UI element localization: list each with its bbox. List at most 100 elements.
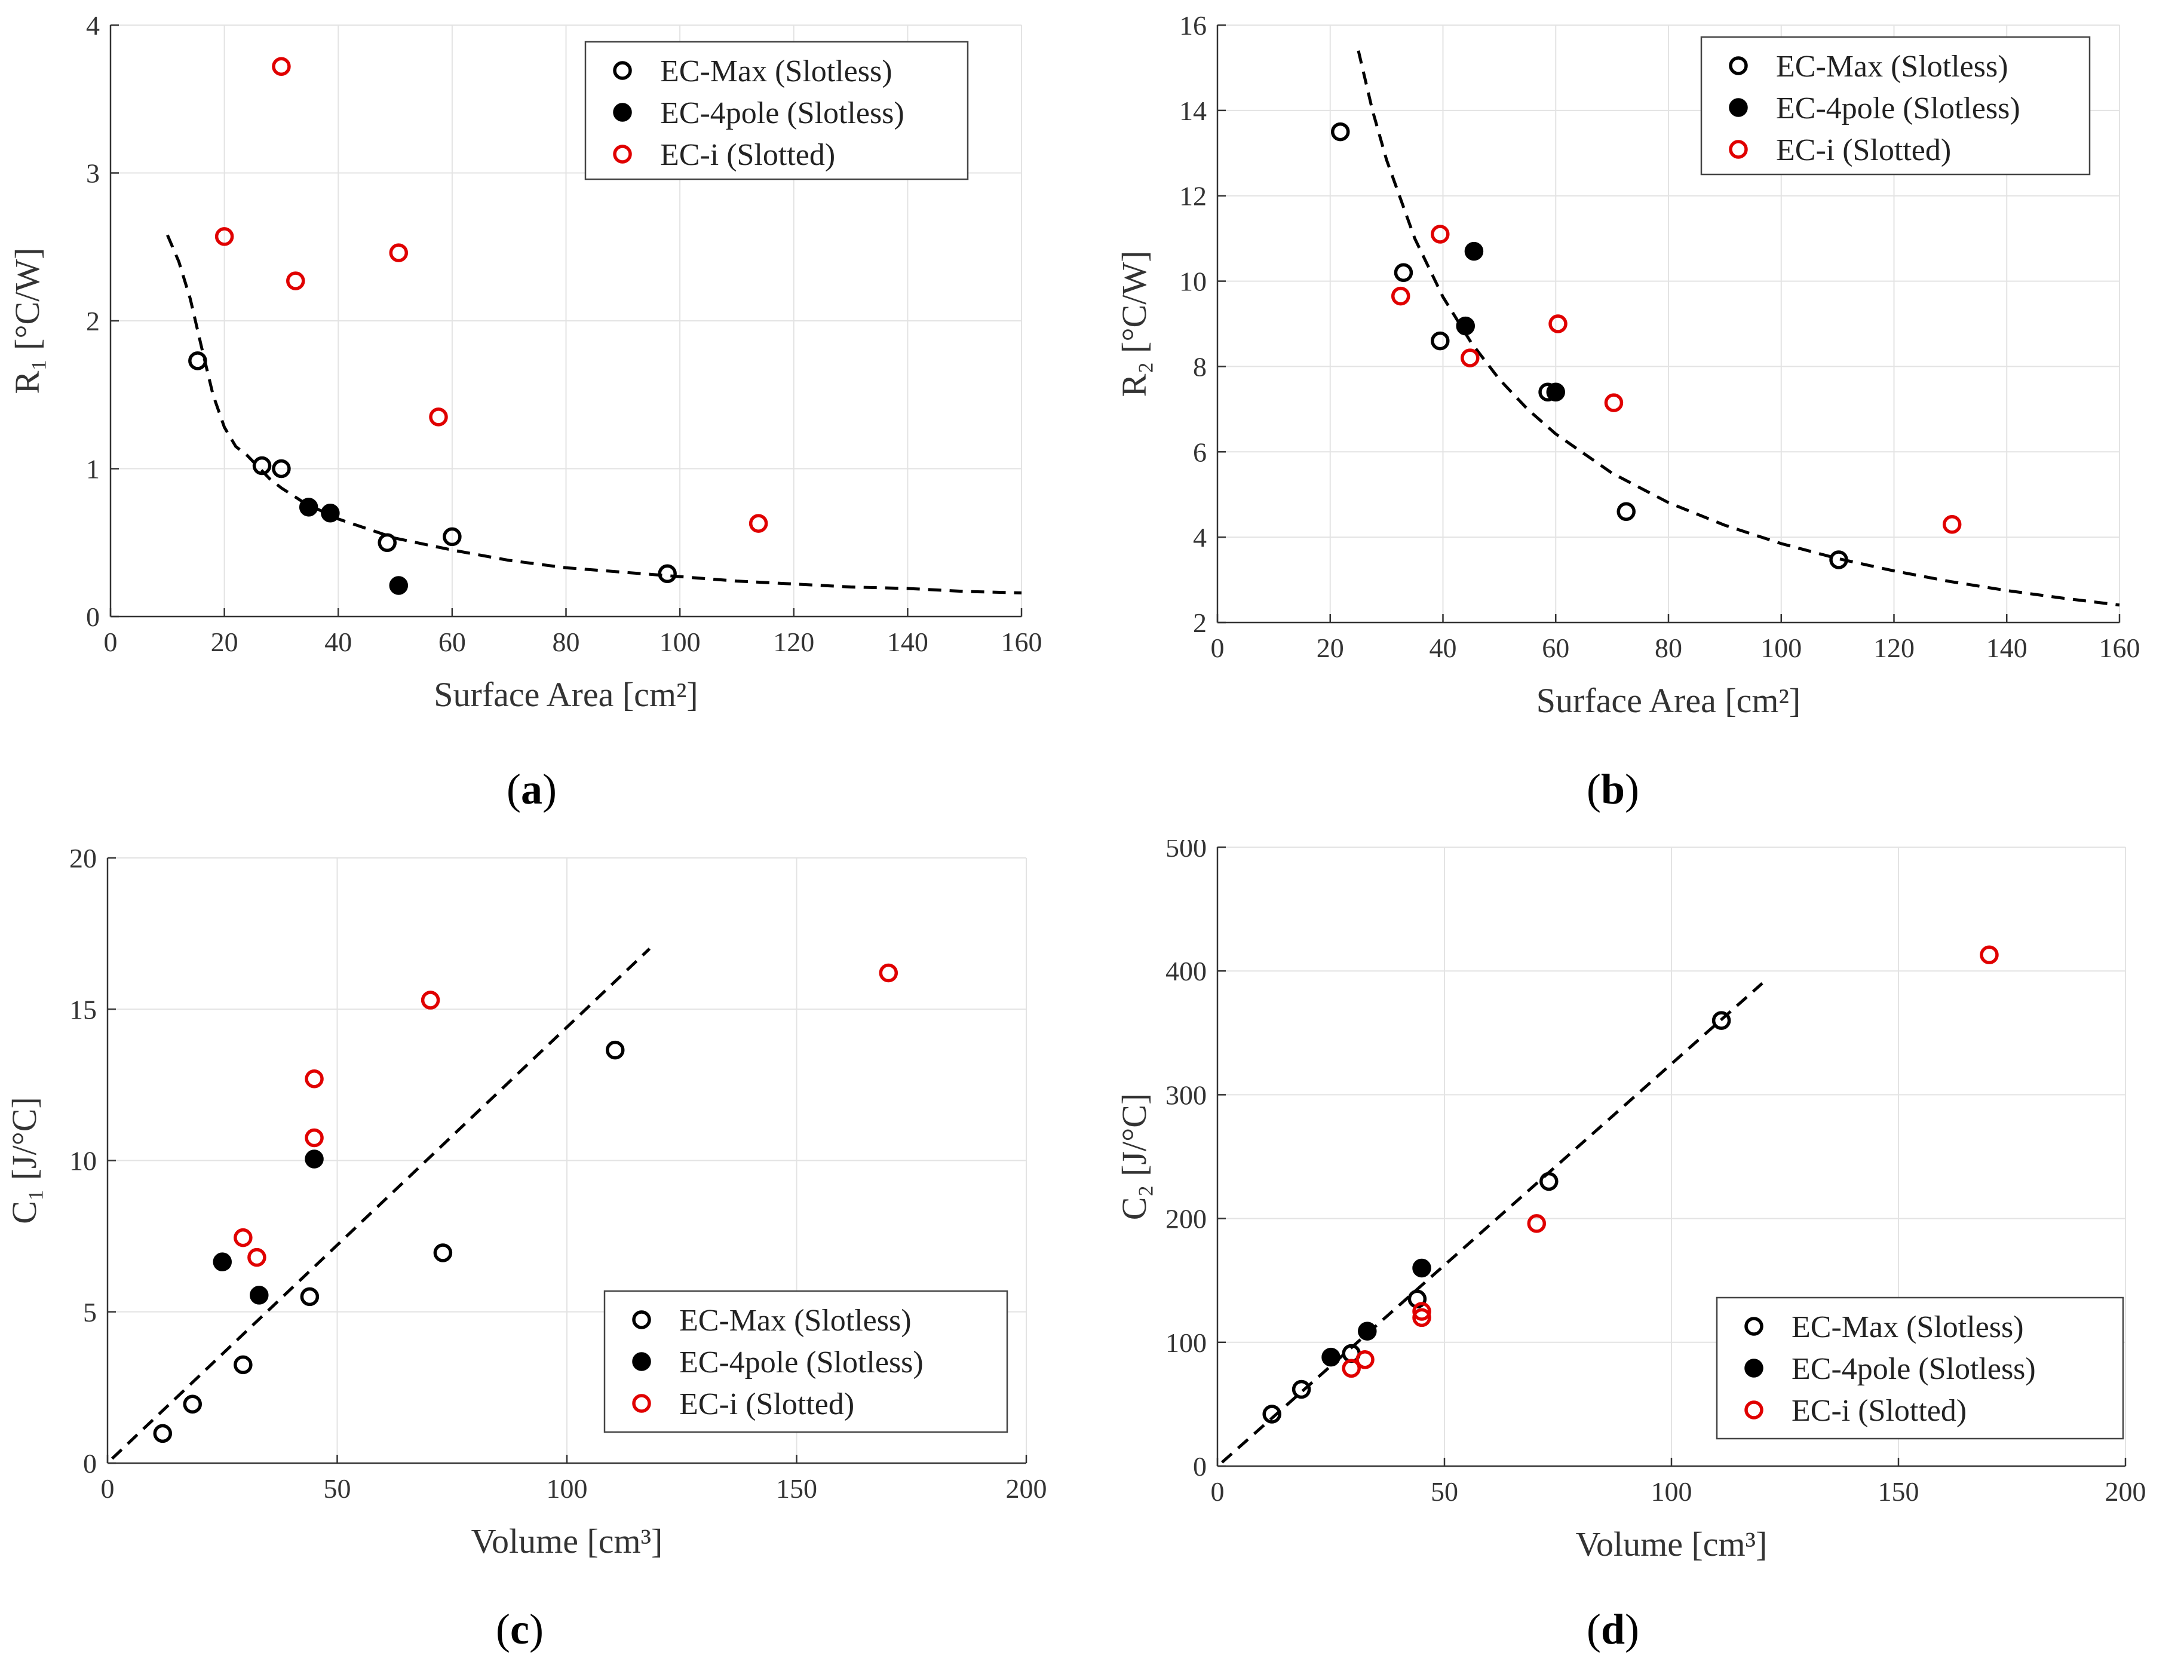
data-point xyxy=(1412,1258,1431,1278)
legend: EC-Max (Slotless) EC-4pole (Slotless) EC-i… xyxy=(584,41,969,180)
data-point xyxy=(1548,314,1568,333)
y-tick-label: 14 xyxy=(1179,96,1207,126)
data-point xyxy=(305,1128,324,1148)
data-point xyxy=(250,1286,269,1305)
y-tick-label: 200 xyxy=(1165,1204,1207,1234)
y-tick-label: 0 xyxy=(86,602,100,632)
data-point xyxy=(1431,225,1450,244)
data-point xyxy=(1980,945,1999,965)
series-2 xyxy=(214,57,768,533)
data-point xyxy=(1412,1302,1431,1321)
data-point xyxy=(658,564,677,583)
data-point xyxy=(1539,1172,1559,1191)
series-2 xyxy=(234,963,898,1267)
y-tick-label: 12 xyxy=(1179,181,1207,211)
x-tick-label: 20 xyxy=(211,627,238,657)
legend-box xyxy=(1700,36,2091,176)
x-axis-label: Surface Area [cm²] xyxy=(1536,681,1800,720)
x-tick-label: 0 xyxy=(1211,1476,1225,1507)
y-tick-label: 100 xyxy=(1165,1328,1207,1358)
legend-box xyxy=(584,41,969,180)
data-point xyxy=(247,1247,266,1267)
chart-d-svg: 0 50 100 150 200 0 100 200 300 400 500 Volume [cm³]… xyxy=(1115,840,2146,1563)
legend-label: EC-i (Slotted) xyxy=(679,1387,854,1421)
x-tick-label: 200 xyxy=(2105,1476,2146,1507)
legend-marker xyxy=(1744,1400,1763,1420)
legend-label: EC-Max (Slotless) xyxy=(1792,1310,2024,1344)
data-point xyxy=(188,351,207,370)
y-tick-label: 0 xyxy=(1193,1451,1207,1482)
x-tick-label: 120 xyxy=(1873,633,1915,663)
x-tick-label: 0 xyxy=(1211,633,1225,663)
data-point xyxy=(1942,514,1962,534)
data-point xyxy=(213,1252,232,1271)
data-point xyxy=(1355,1350,1375,1369)
data-point xyxy=(1292,1379,1311,1399)
legend-marker xyxy=(613,103,632,122)
y-tick-label: 16 xyxy=(1179,10,1207,41)
y-tick-label: 5 xyxy=(83,1297,97,1328)
x-tick-label: 200 xyxy=(1006,1473,1047,1504)
data-point xyxy=(299,498,318,517)
legend-box xyxy=(1716,1296,2124,1440)
data-point xyxy=(1546,382,1565,402)
legend-label: EC-4pole (Slotless) xyxy=(1792,1352,2036,1386)
y-tick-label: 4 xyxy=(86,10,100,41)
data-point xyxy=(1342,1359,1361,1378)
data-point xyxy=(1604,393,1624,412)
legend-label: EC-4pole (Slotless) xyxy=(679,1345,924,1379)
data-point xyxy=(389,576,409,595)
legend-marker xyxy=(1729,140,1748,159)
x-tick-label: 120 xyxy=(773,627,814,657)
y-tick-label: 2 xyxy=(1193,608,1207,638)
y-tick-label: 0 xyxy=(83,1448,97,1479)
legend-marker xyxy=(632,1310,651,1329)
legend-label: EC-4pole (Slotless) xyxy=(1776,91,2020,125)
data-point xyxy=(234,1228,253,1247)
y-tick-label: 3 xyxy=(86,158,100,189)
x-axis-label: Volume [cm³] xyxy=(471,1522,663,1561)
y-axis-label: R₂ [°C/W] xyxy=(1115,251,1154,397)
legend-marker xyxy=(632,1394,651,1413)
data-point xyxy=(1412,1308,1431,1328)
data-point xyxy=(443,527,462,547)
fit-curve xyxy=(1220,982,1763,1464)
data-point xyxy=(153,1424,173,1443)
y-axis-label: C₁ [J/°C] xyxy=(5,1097,44,1224)
y-tick-label: 2 xyxy=(86,306,100,336)
legend-label: EC-i (Slotted) xyxy=(660,138,835,172)
y-tick-label: 20 xyxy=(69,843,97,873)
data-point xyxy=(1527,1214,1547,1233)
series-0 xyxy=(1262,1011,1731,1424)
y-tick-label: 15 xyxy=(69,994,97,1025)
legend-marker xyxy=(613,61,632,80)
fit-curve xyxy=(166,234,1022,594)
data-point xyxy=(1711,1011,1731,1030)
y-tick-label: 400 xyxy=(1165,956,1207,986)
data-point xyxy=(1330,122,1350,142)
data-point xyxy=(272,459,291,479)
chart-c-svg: 0 50 100 150 200 0 5 10 15 20 Volume [cm³] C₁ [J/°C… xyxy=(5,843,1047,1561)
x-tick-label: 150 xyxy=(1878,1476,1919,1507)
x-tick-label: 160 xyxy=(2099,633,2140,663)
x-tick-label: 80 xyxy=(553,627,580,657)
series-1 xyxy=(299,498,409,595)
legend-box xyxy=(603,1290,1008,1433)
legend: EC-Max (Slotless) EC-4pole (Slotless) EC-i… xyxy=(603,1290,1008,1433)
data-point xyxy=(305,1149,324,1169)
y-axis-label: C₂ [J/°C] xyxy=(1115,1093,1154,1221)
data-point xyxy=(749,514,768,533)
x-tick-label: 100 xyxy=(1651,1476,1692,1507)
legend-label: EC-Max (Slotless) xyxy=(679,1304,912,1338)
data-point xyxy=(879,963,898,983)
data-point xyxy=(389,243,409,262)
x-tick-label: 140 xyxy=(1986,633,2027,663)
legend-marker xyxy=(1729,98,1748,117)
y-tick-label: 10 xyxy=(69,1146,97,1176)
data-point xyxy=(286,271,305,290)
x-tick-label: 20 xyxy=(1317,633,1344,663)
x-tick-label: 40 xyxy=(324,627,352,657)
fit-curve xyxy=(111,948,651,1460)
legend-label: EC-Max (Slotless) xyxy=(660,54,892,88)
y-tick-label: 4 xyxy=(1193,522,1207,553)
